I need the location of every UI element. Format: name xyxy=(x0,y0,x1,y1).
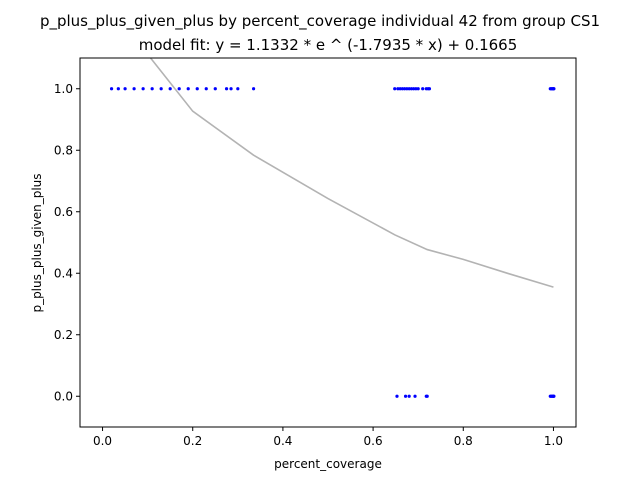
series-layer xyxy=(109,58,556,398)
data-point xyxy=(398,87,402,91)
data-point xyxy=(168,87,172,91)
y-tick-label: 0.6 xyxy=(54,205,73,219)
data-point xyxy=(409,87,414,91)
data-point xyxy=(123,87,127,91)
y-tick-label: 1.0 xyxy=(54,82,73,96)
y-tick-label: 0.0 xyxy=(54,389,73,403)
data-point xyxy=(213,87,217,91)
data-point xyxy=(159,87,163,91)
y-axis-ticks: 0.0 0.2 0.4 0.6 0.8 1.0 xyxy=(54,82,80,403)
chart-title: p_plus_plus_given_plus by percent_covera… xyxy=(40,12,600,31)
data-point xyxy=(395,394,399,398)
data-point xyxy=(407,87,411,91)
x-tick-label: 0.4 xyxy=(273,434,292,448)
data-point xyxy=(195,87,199,91)
data-point xyxy=(252,87,256,91)
x-tick-label: 1.0 xyxy=(544,434,563,448)
data-point xyxy=(407,394,411,398)
data-point xyxy=(141,87,145,91)
y-tick-label: 0.4 xyxy=(54,266,73,280)
data-point xyxy=(236,87,240,91)
data-point xyxy=(552,87,556,91)
data-point xyxy=(116,87,120,91)
x-tick-label: 0.8 xyxy=(454,434,473,448)
data-point xyxy=(413,394,417,398)
y-tick-label: 0.2 xyxy=(54,328,73,342)
data-point xyxy=(177,87,181,91)
x-tick-label: 0.0 xyxy=(93,434,112,448)
data-point xyxy=(396,87,400,91)
data-point xyxy=(400,87,404,91)
plot-area xyxy=(80,58,576,427)
data-point xyxy=(224,87,229,91)
data-point xyxy=(186,87,190,91)
x-axis-label: percent_coverage xyxy=(274,457,382,471)
data-point xyxy=(204,87,208,91)
data-point xyxy=(403,394,408,398)
plot-frame xyxy=(79,57,577,428)
fit-curve xyxy=(149,58,554,288)
data-point xyxy=(412,87,416,91)
data-point xyxy=(150,87,154,91)
x-axis-ticks: 0.0 0.2 0.4 0.6 0.8 1.0 xyxy=(93,427,563,448)
x-tick-label: 0.2 xyxy=(183,434,202,448)
data-point xyxy=(132,87,136,91)
y-axis-label: p_plus_plus_given_plus xyxy=(30,173,44,312)
data-point xyxy=(421,87,425,91)
data-point xyxy=(552,394,556,398)
data-point xyxy=(229,87,233,91)
data-point xyxy=(427,87,432,91)
data-point xyxy=(425,394,429,398)
data-point xyxy=(405,87,409,91)
data-point xyxy=(403,87,407,91)
data-point xyxy=(109,87,114,91)
x-tick-label: 0.6 xyxy=(364,434,383,448)
data-point xyxy=(393,87,397,91)
data-point xyxy=(414,87,418,91)
y-tick-label: 0.8 xyxy=(54,143,73,157)
chart-subtitle: model fit: y = 1.1332 * e ^ (-1.7935 * x… xyxy=(139,36,518,54)
data-point xyxy=(416,87,420,91)
